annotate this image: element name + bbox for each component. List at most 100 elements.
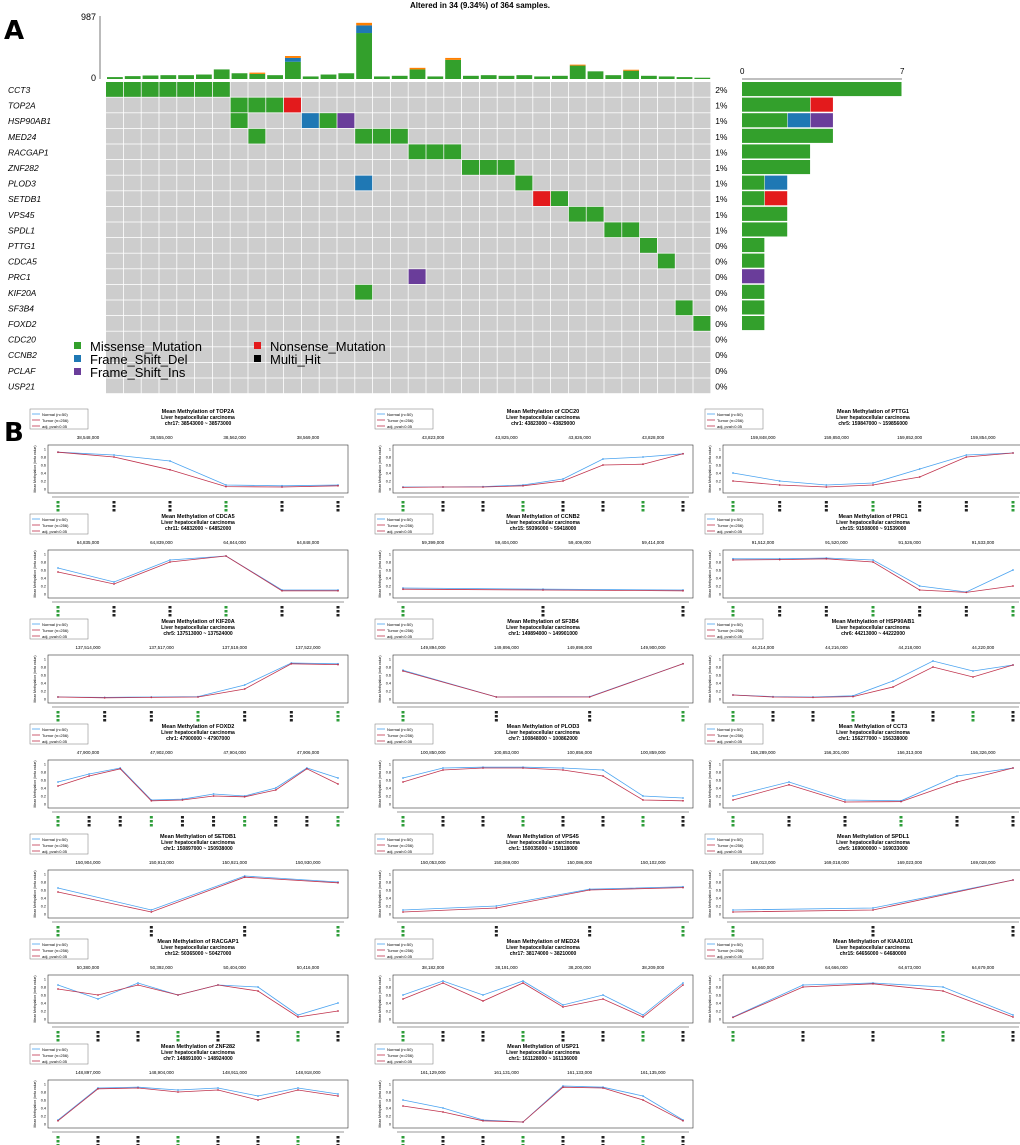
grid-cell	[141, 269, 159, 284]
panel-subtitle: Liver hepatocellular carcinoma	[161, 730, 235, 736]
probe-mark	[56, 505, 60, 508]
panel-y-tick: 0	[44, 1018, 46, 1022]
mutation-cell	[319, 113, 337, 128]
panel-legend: Normal (n=50)Tumor (n=256)adj. pval<0.05	[29, 513, 89, 535]
panel-legend-box	[704, 408, 764, 430]
tumor-point	[482, 1000, 484, 1002]
panel-region: chr17: 38174000 ~ 38210000	[510, 951, 577, 957]
grid-cell	[444, 378, 462, 394]
probe-mark	[56, 1136, 60, 1139]
grid-cell	[141, 160, 159, 175]
tumor-series-line	[57, 555, 338, 592]
probe-mark	[731, 1035, 735, 1038]
panel-subtitle: Liver hepatocellular carcinoma	[506, 945, 580, 951]
grid-cell	[159, 97, 177, 113]
probe-mark	[168, 505, 172, 508]
methylation-panel: Normal (n=50)Tumor (n=256)adj. pval<0.05…	[704, 618, 1020, 722]
methylation-panel: Normal (n=50)Tumor (n=256)adj. pval<0.05…	[374, 1043, 694, 1145]
probe-mark	[1011, 820, 1015, 823]
gene-bar-segment	[742, 222, 788, 237]
grid-cell	[515, 191, 533, 206]
panel-y-tick: 0.8	[716, 881, 721, 885]
probe-mark	[168, 606, 172, 609]
grid-cell	[515, 300, 533, 316]
tumor-point	[732, 911, 734, 913]
grid-cell	[640, 175, 657, 191]
probe-mark	[778, 509, 782, 512]
grid-cell	[266, 238, 284, 253]
grid-cell	[426, 316, 444, 331]
panel-y-tick: 0.2	[41, 795, 46, 799]
probe-mark	[843, 824, 847, 827]
grid-cell	[141, 128, 159, 144]
tmb-bar-segment	[409, 69, 426, 79]
panel-legend-label: adj. pval<0.05	[42, 634, 68, 639]
panel-y-tick: 0.6	[716, 569, 721, 573]
panel-y-tick: 0.4	[716, 787, 721, 791]
panel-subtitle: Liver hepatocellular carcinoma	[836, 840, 910, 846]
probe-mark	[224, 501, 228, 504]
grid-cell	[515, 269, 533, 284]
probe-mark	[280, 509, 284, 512]
probe-mark	[494, 711, 498, 714]
grid-cell	[622, 175, 640, 191]
mutation-cell	[248, 128, 266, 144]
grid-cell	[568, 378, 586, 394]
panel-y-tick: 0	[389, 803, 391, 807]
probe-mark	[681, 930, 685, 933]
grid-cell	[462, 82, 479, 97]
panel-y-tick: 1	[719, 763, 721, 767]
panel-y-label: Mean Methylation (beta value)	[33, 1080, 37, 1127]
grid-cell	[640, 253, 657, 269]
probe-mark	[561, 509, 565, 512]
grid-cell	[106, 300, 123, 316]
tumor-point	[337, 881, 339, 884]
grid-cell	[640, 362, 657, 378]
probe-mark	[305, 816, 309, 819]
probe-mark	[280, 606, 284, 609]
panel-y-tick: 0.4	[716, 1002, 721, 1006]
panel-y-tick: 1	[389, 658, 391, 662]
grid-cell	[301, 331, 319, 347]
panel-title: Mean Methylation of SPDL1	[837, 834, 909, 840]
tumor-point	[918, 476, 921, 478]
grid-cell	[284, 284, 301, 300]
tumor-point	[243, 876, 246, 879]
grid-cell	[284, 269, 301, 284]
tmb-bar-segment	[409, 67, 426, 70]
probe-mark	[778, 505, 782, 508]
panel-y-tick: 1	[719, 553, 721, 557]
panel-y-label: Mean Methylation (beta value)	[378, 870, 382, 917]
panel-region: chr11: 64832000 ~ 64852000	[165, 526, 232, 532]
tumor-point	[274, 789, 277, 791]
panel-y-tick: 0	[719, 593, 721, 597]
grid-cell	[586, 238, 604, 253]
probe-mark	[641, 1031, 645, 1034]
panel-y-tick: 1	[44, 658, 46, 662]
normal-point	[1012, 569, 1014, 571]
grid-cell	[355, 362, 373, 378]
tumor-point	[337, 484, 339, 487]
panel-y-label: Mean Methylation (beta value)	[378, 445, 382, 492]
grid-cell	[159, 300, 177, 316]
grid-cell	[266, 362, 284, 378]
panel-x-tick: 137,514,000	[75, 645, 101, 650]
grid-cell	[159, 253, 177, 269]
probe-mark	[56, 509, 60, 512]
gene-percent: 1%	[715, 225, 728, 235]
tumor-point	[495, 696, 498, 698]
normal-point	[642, 456, 644, 458]
mutation-cell	[355, 128, 373, 144]
grid-cell	[337, 269, 355, 284]
grid-cell	[622, 331, 640, 347]
grid-cell	[568, 362, 586, 378]
grid-cell	[657, 378, 675, 394]
panel-y-tick: 0.2	[716, 1010, 721, 1014]
panel-legend-label: adj. pval<0.05	[387, 954, 413, 959]
grid-cell	[301, 378, 319, 394]
panel-legend-label: Tumor (n=256)	[387, 628, 414, 633]
methylation-panel: Normal (n=50)Tumor (n=256)adj. pval<0.05…	[704, 513, 1020, 617]
legend-swatch	[74, 368, 81, 375]
tumor-point	[682, 662, 684, 665]
grid-cell	[301, 300, 319, 316]
